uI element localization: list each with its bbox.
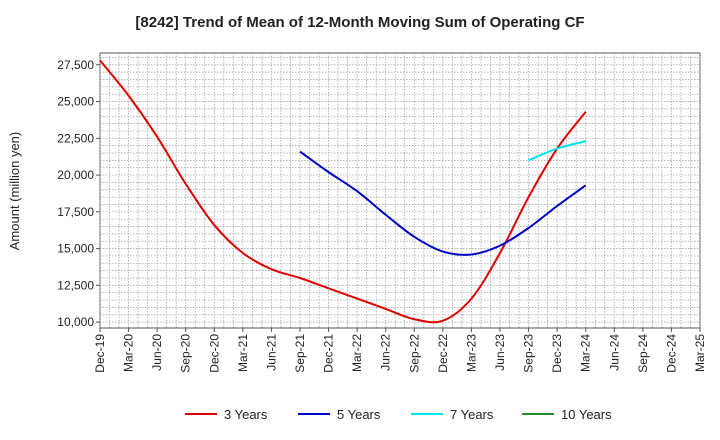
x-tick-label: Mar-23 (464, 334, 478, 372)
x-tick-label: Dec-20 (207, 334, 221, 373)
x-tick-label: Sep-24 (636, 334, 650, 373)
y-tick-label: 25,000 (57, 95, 94, 109)
y-tick-label: 20,000 (57, 168, 94, 182)
x-tick-label: Mar-24 (579, 334, 593, 372)
grid (99, 53, 701, 328)
x-tick-label: Dec-24 (664, 334, 678, 373)
x-tick-label: Sep-20 (179, 334, 193, 373)
x-tick-label: Jun-24 (607, 334, 621, 371)
x-tick-label: Jun-23 (493, 334, 507, 371)
plot-area (99, 52, 701, 329)
x-tick-label: Sep-22 (407, 334, 421, 373)
x-tick-label: Sep-21 (293, 334, 307, 373)
legend: 3 Years 5 Years 7 Years 10 Years (185, 407, 612, 422)
x-tick-label: Jun-22 (379, 334, 393, 371)
y-axis-title: Amount (million yen) (7, 132, 22, 251)
x-tick-label: Dec-21 (322, 334, 336, 373)
legend-label-3-years: 3 Years (224, 407, 268, 422)
y-tick-label: 27,500 (57, 58, 94, 72)
legend-label-5-years: 5 Years (337, 407, 381, 422)
x-tick-label: Dec-22 (436, 334, 450, 373)
x-tick-label: Mar-22 (350, 334, 364, 372)
y-tick-label: 17,500 (57, 205, 94, 219)
legend-label-10-years: 10 Years (561, 407, 612, 422)
x-tick-label: Mar-25 (693, 334, 707, 372)
x-tick-label: Mar-21 (236, 334, 250, 372)
x-tick-label: Jun-20 (150, 334, 164, 371)
x-tick-label: Mar-20 (122, 334, 136, 372)
x-axis-ticks: Dec-19 Mar-20 Jun-20 Sep-20 Dec-20 Mar-21 Jun-… (93, 328, 707, 373)
y-tick-label: 22,500 (57, 131, 94, 145)
series-lines (99, 59, 587, 324)
legend-label-7-years: 7 Years (450, 407, 494, 422)
chart-title: [8242] Trend of Mean of 12-Month Moving … (135, 14, 585, 31)
y-tick-label: 12,500 (57, 278, 94, 292)
x-tick-label: Sep-23 (522, 334, 536, 373)
y-tick-label: 15,000 (57, 242, 94, 256)
series-line-3-years (99, 59, 587, 324)
y-axis-ticks: 10,000 12,500 15,000 17,500 20,000 22,500 25,0… (57, 58, 100, 329)
y-tick-label: 10,000 (57, 315, 94, 329)
x-tick-label: Jun-21 (264, 334, 278, 371)
x-tick-label: Dec-23 (550, 334, 564, 373)
x-tick-label: Dec-19 (93, 334, 107, 373)
